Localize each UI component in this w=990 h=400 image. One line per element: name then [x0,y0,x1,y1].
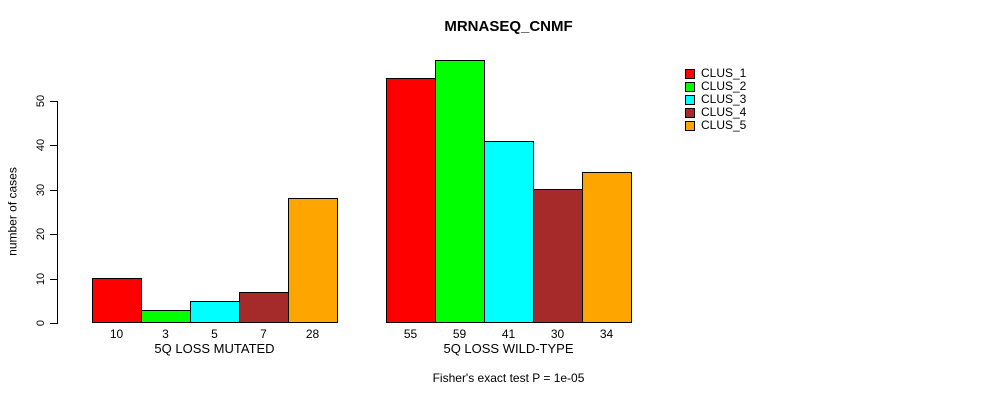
bar-clus_5 [582,172,632,323]
bar-clus_1 [92,278,142,323]
legend-item: CLUS_5 [685,119,746,132]
legend-swatch-clus_3 [685,94,695,105]
bar-value-label: 41 [501,327,516,341]
bar-value-label: 7 [260,327,267,341]
y-tick-mark [50,279,57,280]
bar-clus_3 [484,141,534,323]
y-axis-label: number of cases [5,167,20,256]
legend-item: CLUS_4 [685,106,746,119]
bar-clus_4 [239,292,289,323]
bar-value-label: 59 [452,327,467,341]
y-tick-label: 30 [35,183,47,197]
y-tick-mark [50,323,57,324]
legend-label: CLUS_4 [701,105,747,119]
bar-value-label: 34 [599,327,614,341]
legend-item: CLUS_1 [685,67,746,80]
legend-label: CLUS_2 [701,79,747,93]
legend-label: CLUS_3 [701,92,747,106]
chart-title: MRNASEQ_CNMF [444,18,573,35]
bar-value-label: 30 [550,327,565,341]
y-tick-mark [50,101,57,102]
bar-value-label: 28 [305,327,320,341]
bar-clus_3 [190,301,240,323]
y-tick-mark [50,145,57,146]
legend-swatch-clus_2 [685,81,695,92]
y-tick-label: 20 [35,227,47,241]
legend-item: CLUS_2 [685,80,746,93]
legend-swatch-clus_4 [685,107,695,118]
y-tick-label: 0 [35,319,47,327]
bar-clus_2 [141,310,191,323]
bar-value-label: 3 [162,327,169,341]
bar-clus_2 [435,60,485,323]
bar-value-label: 55 [403,327,418,341]
group-label: 5Q LOSS WILD-TYPE [443,341,574,356]
caption: Fisher's exact test P = 1e-05 [432,371,585,385]
y-tick-mark [50,190,57,191]
bar-value-label: 10 [109,327,124,341]
y-tick-label: 50 [35,94,47,108]
legend-label: CLUS_1 [701,66,747,80]
legend-swatch-clus_5 [685,120,695,131]
legend-swatch-clus_1 [685,68,695,79]
bar-clus_5 [288,198,338,323]
y-tick-mark [50,234,57,235]
group-label: 5Q LOSS MUTATED [154,341,275,356]
bar-clus_1 [386,78,436,323]
legend-item: CLUS_3 [685,93,746,106]
legend-label: CLUS_5 [701,118,747,132]
y-tick-label: 10 [35,272,47,286]
y-tick-label: 40 [35,138,47,152]
y-axis-line [57,100,58,324]
bar-clus_4 [533,189,583,323]
bar-value-label: 5 [211,327,218,341]
